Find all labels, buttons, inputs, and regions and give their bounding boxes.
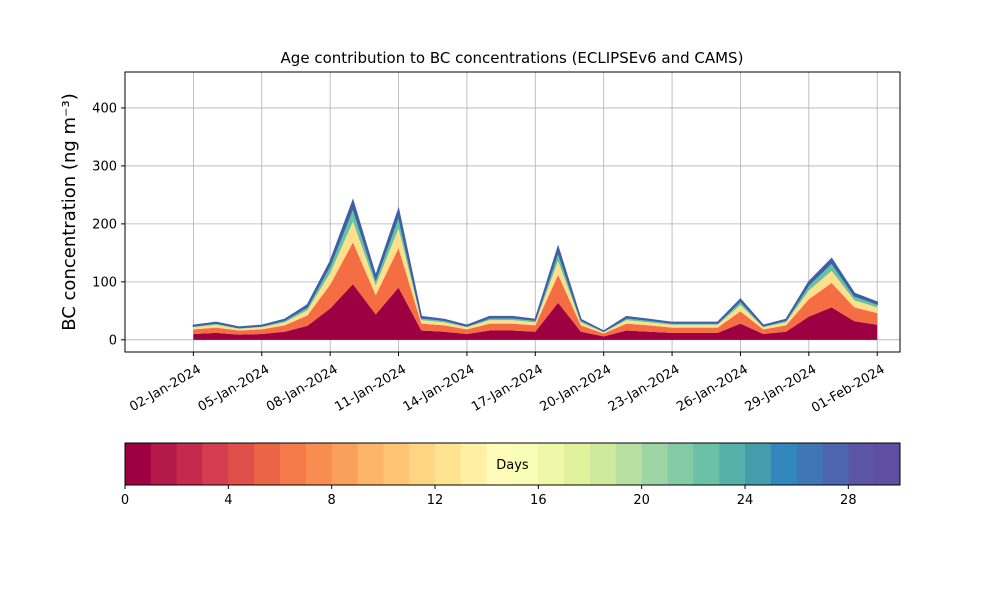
colorbar-bin bbox=[228, 443, 255, 485]
colorbar-bin bbox=[305, 443, 333, 485]
colorbar-bin bbox=[383, 443, 410, 485]
colorbar-bin bbox=[770, 443, 798, 485]
area bbox=[192, 198, 878, 332]
colorbar-bin bbox=[460, 443, 488, 485]
colorbar-frame bbox=[124, 442, 901, 486]
colorbar-bin bbox=[796, 443, 823, 485]
colorbar-bin bbox=[125, 443, 152, 485]
colorbar-tick-label: 16 bbox=[530, 493, 547, 508]
x-tick-label: 02-Jan-2024 bbox=[127, 362, 204, 415]
y-axis-label: BC concentration (ng m⁻³) bbox=[59, 93, 80, 331]
colorbar-bin bbox=[745, 443, 772, 485]
colorbar-bin bbox=[538, 443, 565, 485]
area bbox=[193, 221, 878, 334]
area bbox=[193, 284, 878, 340]
colorbar-tick-label: 4 bbox=[224, 493, 232, 508]
colorbar-bin bbox=[874, 443, 901, 485]
colorbar-bin bbox=[590, 443, 617, 485]
chart-title: Age contribution to BC concentrations (E… bbox=[281, 49, 744, 67]
colorbar-bin bbox=[409, 443, 436, 485]
colorbar-bin bbox=[719, 443, 746, 485]
colorbar-bin bbox=[435, 443, 462, 485]
colorbar-bin bbox=[564, 443, 591, 485]
colorbar-tick-label: 28 bbox=[840, 493, 857, 508]
colorbar-bin bbox=[280, 443, 307, 485]
colorbar-bin bbox=[641, 443, 668, 485]
colorbar-tick-label: 8 bbox=[328, 493, 336, 508]
colorbar-label: Days bbox=[496, 458, 529, 473]
colorbar-tick-label: 24 bbox=[737, 493, 754, 508]
x-tick-label: 20-Jan-2024 bbox=[537, 362, 614, 415]
y-tick-label: 200 bbox=[92, 217, 117, 232]
colorbar-bin bbox=[848, 443, 875, 485]
x-tick-label: 14-Jan-2024 bbox=[401, 362, 478, 415]
x-tick-label: 26-Jan-2024 bbox=[674, 362, 751, 415]
x-tick-label: 05-Jan-2024 bbox=[196, 362, 273, 415]
colorbar-bin bbox=[357, 443, 384, 485]
colorbar-bin bbox=[512, 443, 539, 485]
x-tick-label: 17-Jan-2024 bbox=[469, 362, 546, 415]
colorbar-bin bbox=[254, 443, 281, 485]
y-tick-label: 300 bbox=[92, 159, 117, 174]
x-tick-label: 08-Jan-2024 bbox=[264, 362, 341, 415]
x-tick-label: 01-Feb-2024 bbox=[809, 362, 888, 416]
colorbar-tick-label: 0 bbox=[121, 493, 129, 508]
area bbox=[193, 207, 878, 333]
colorbar-bin bbox=[331, 443, 358, 485]
colorbar-tick-label: 20 bbox=[633, 493, 650, 508]
colorbar-bin bbox=[176, 443, 203, 485]
colorbar-bin bbox=[693, 443, 720, 485]
plot-frame bbox=[124, 71, 901, 353]
y-tick-label: 100 bbox=[92, 275, 117, 290]
colorbar-bin bbox=[150, 443, 178, 485]
colorbar-bin bbox=[202, 443, 229, 485]
x-tick-label: 23-Jan-2024 bbox=[606, 362, 683, 415]
colorbar-bin bbox=[822, 443, 849, 485]
colorbar-bin bbox=[615, 443, 643, 485]
y-tick-label: 400 bbox=[92, 101, 117, 116]
colorbar-tick-label: 12 bbox=[427, 493, 444, 508]
area bbox=[193, 242, 878, 337]
x-tick-label: 29-Jan-2024 bbox=[743, 362, 820, 415]
colorbar-bin bbox=[486, 443, 513, 485]
y-tick-label: 0 bbox=[109, 333, 117, 348]
colorbar-bin bbox=[667, 443, 694, 485]
x-tick-label: 11-Jan-2024 bbox=[332, 362, 409, 415]
